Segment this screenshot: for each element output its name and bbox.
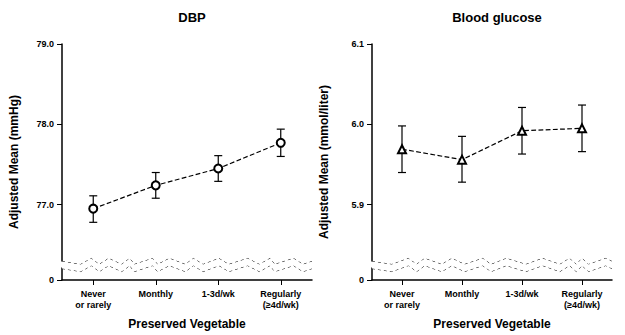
svg-text:77.0: 77.0 — [36, 200, 54, 210]
svg-text:1-3d/wk: 1-3d/wk — [202, 289, 236, 299]
svg-text:79.0: 79.0 — [36, 39, 54, 49]
svg-text:5.9: 5.9 — [351, 200, 364, 210]
svg-text:or rarely: or rarely — [384, 300, 420, 310]
svg-text:Preserved Vegetable: Preserved Vegetable — [433, 317, 551, 331]
svg-text:Adjusted Mean (mmHg): Adjusted Mean (mmHg) — [7, 95, 21, 229]
svg-text:(≥4d/wk): (≥4d/wk) — [564, 300, 600, 310]
svg-text:Preserved Vegetable: Preserved Vegetable — [128, 317, 246, 331]
svg-text:0: 0 — [49, 275, 54, 285]
svg-text:Regularly: Regularly — [260, 289, 301, 299]
svg-text:Monthly: Monthly — [139, 289, 174, 299]
svg-text:Never: Never — [389, 289, 415, 299]
svg-text:Monthly: Monthly — [445, 289, 480, 299]
svg-text:6.0: 6.0 — [351, 119, 364, 129]
svg-text:6.1: 6.1 — [351, 39, 364, 49]
svg-text:or rarely: or rarely — [75, 300, 111, 310]
svg-text:(≥4d/wk): (≥4d/wk) — [263, 300, 299, 310]
svg-text:Adjusted Mean (mmol/liter): Adjusted Mean (mmol/liter) — [317, 85, 331, 239]
svg-text:78.0: 78.0 — [36, 119, 54, 129]
svg-text:DBP: DBP — [178, 10, 206, 25]
svg-text:Regularly: Regularly — [561, 289, 602, 299]
svg-text:Never: Never — [81, 289, 107, 299]
svg-text:Blood glucose: Blood glucose — [452, 10, 542, 25]
svg-text:1-3d/wk: 1-3d/wk — [505, 289, 539, 299]
svg-text:0: 0 — [359, 275, 364, 285]
